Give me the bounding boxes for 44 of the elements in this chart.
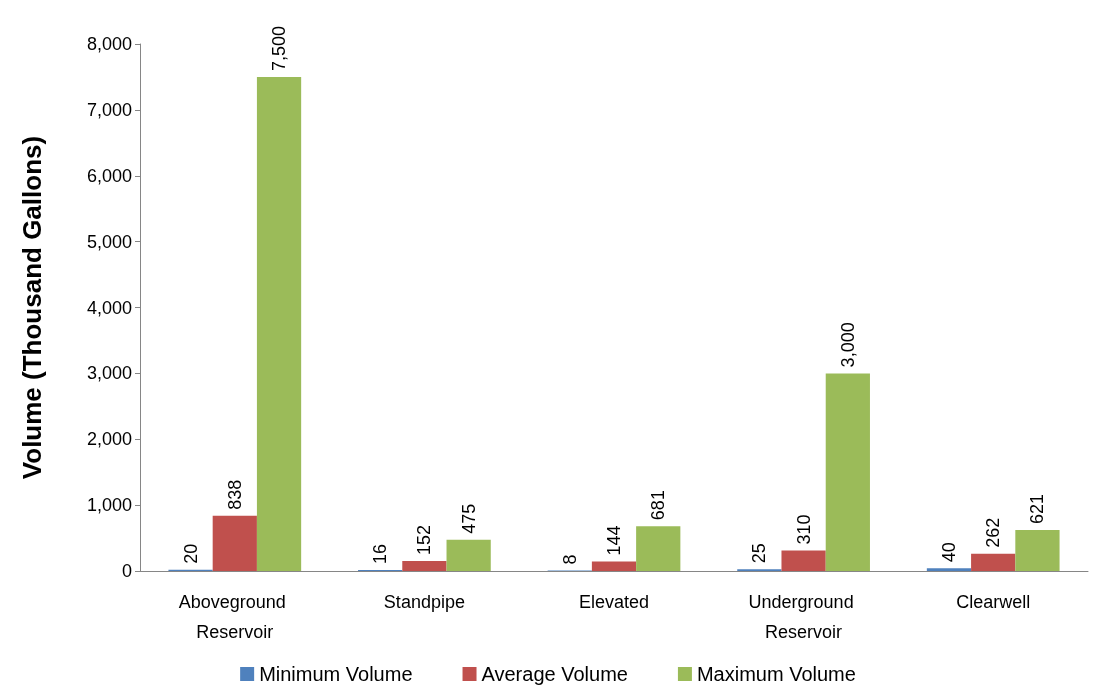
bar: [825, 373, 870, 571]
bar: [446, 539, 491, 571]
legend-label: Minimum Volume: [259, 663, 413, 685]
bar: [781, 550, 826, 571]
x-tick-label: Underground Reservoir: [748, 592, 859, 642]
bar: [1015, 530, 1060, 571]
y-tick-label: 8,000: [86, 34, 132, 54]
legend-label: Maximum Volume: [696, 663, 856, 685]
data-label: 3,000: [837, 322, 858, 368]
y-axis-title: Volume (Thousand Gallons): [17, 135, 47, 480]
bar: [402, 560, 447, 571]
y-tick-label: 0: [121, 561, 132, 581]
data-label: 7,500: [269, 25, 290, 71]
y-tick-label: 3,000: [86, 363, 132, 384]
bar: [591, 561, 637, 571]
data-label: 16: [370, 543, 391, 564]
x-tick-label: Elevated: [578, 592, 650, 612]
y-tick-label: 1,000: [86, 495, 132, 516]
bar: [212, 515, 257, 571]
data-label: 621: [1027, 494, 1048, 525]
y-tick-label: 4,000: [86, 297, 132, 318]
bar: [971, 553, 1016, 571]
x-tick-label: Clearwell: [956, 592, 1031, 612]
data-label: 838: [224, 479, 245, 510]
data-label: 20: [180, 543, 201, 564]
y-tick-label: 6,000: [86, 165, 132, 186]
y-tick-label: 7,000: [86, 99, 132, 120]
legend-label: Average Volume: [481, 663, 628, 685]
bar: [926, 568, 972, 571]
data-label: 681: [648, 490, 669, 521]
x-tick-label: Standpipe: [383, 592, 465, 612]
data-label: 475: [458, 503, 479, 534]
y-tick-label: 2,000: [86, 429, 132, 450]
data-label: 144: [604, 525, 624, 556]
bar: [636, 526, 681, 571]
data-label: 262: [983, 517, 1004, 548]
data-label: 25: [749, 543, 770, 564]
data-label: 40: [938, 542, 959, 563]
data-label: 310: [793, 514, 814, 545]
x-tick-label: Aboveground Reservoir: [178, 592, 291, 642]
data-label: 152: [414, 524, 435, 555]
bar: [256, 76, 302, 571]
data-label: 8: [559, 554, 580, 565]
y-tick-label: 5,000: [86, 231, 132, 252]
